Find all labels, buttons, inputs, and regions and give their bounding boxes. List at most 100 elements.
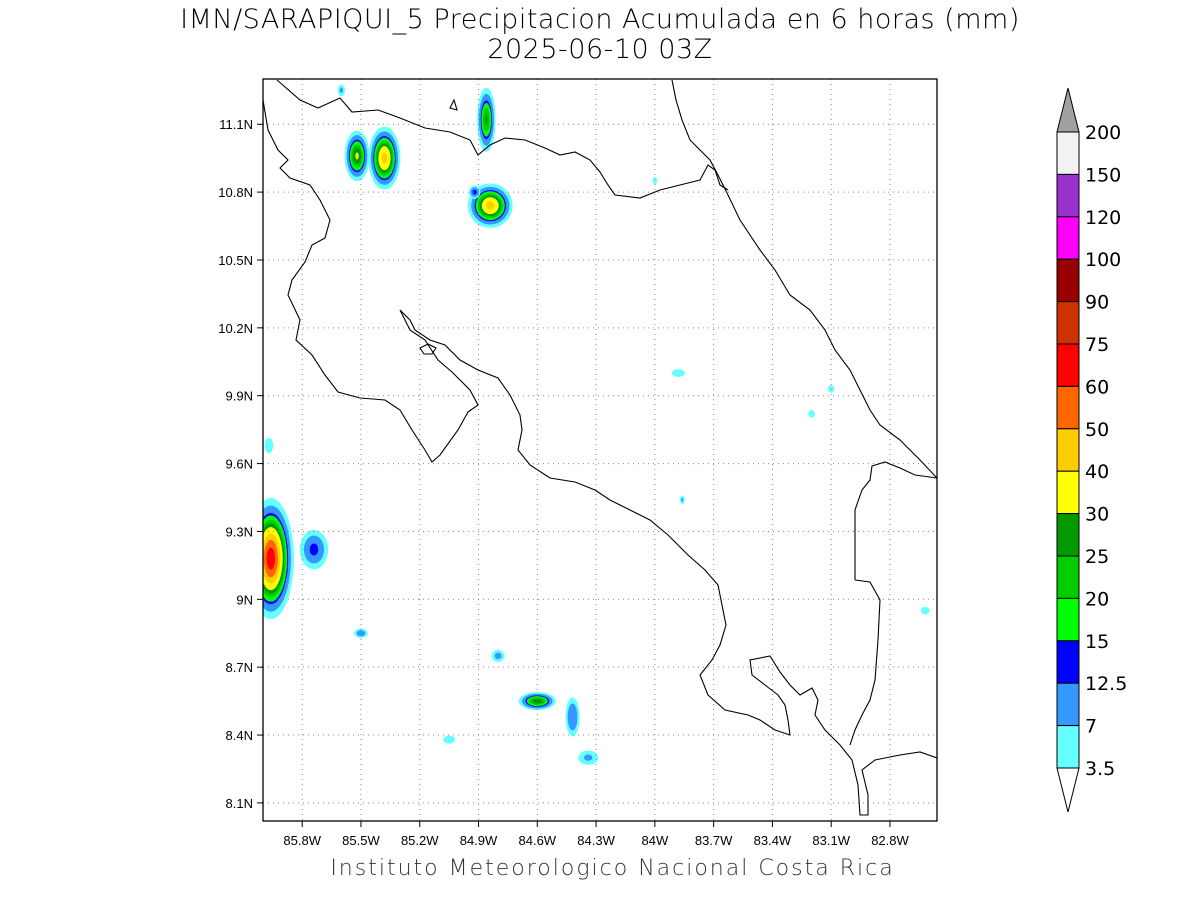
coastline-pacific [263,99,937,816]
lat-tick-label: 10.5N [218,253,253,268]
colorbar-level-label: 20 [1085,588,1109,610]
colorbar-level-label: 30 [1085,504,1109,526]
precip-cell [827,385,835,393]
precip-cell [652,176,658,185]
colorbar-swatch [1056,513,1080,557]
lon-tick-label: 83.4W [754,833,792,848]
colorbar-level-label: 40 [1085,461,1109,483]
precip-cell [671,369,685,377]
lat-tick-label: 8.7N [226,660,253,675]
precip-contour [356,630,366,637]
precip-cell [565,697,580,737]
lon-tick-label: 83.7W [695,833,733,848]
colorbar-lower-arrow [1056,767,1080,813]
precip-cell [263,498,294,620]
map-subtitle-date: 2025-06-10 03Z [487,34,713,65]
lat-tick-label: 9.9N [226,389,253,404]
colorbar-level-label: 50 [1085,419,1109,441]
lon-tick-label: 84.9W [460,833,498,848]
map-title: IMN/SARAPIQUI_5 Precipitacion Acumulada … [180,4,1020,35]
plot-frame [262,78,938,822]
colorbar-swatch [1056,216,1080,260]
coastline-north [276,79,729,199]
lon-tick-label: 85.5W [342,833,380,848]
precip-contour [920,606,930,615]
colorbar-legend: 200 150 120 100 90 75 60 50 40 30 25 20 15 12.5 7 3.5 [1056,87,1127,813]
colorbar-level-label: 75 [1085,334,1109,356]
precip-contour [472,189,477,195]
longitude-axis: 85.8W 85.5W 85.2W 84.9W 84.6W 84.3W 84W 83.7W 83… [283,821,909,848]
colorbar-swatch [1056,470,1080,515]
border-panama [854,461,937,580]
colorbar-level-label: 90 [1085,292,1109,314]
colorbar-level-label: 25 [1085,546,1109,568]
coast-osa [849,579,881,746]
precip-contour [808,410,815,418]
lon-tick-label: 84.3W [577,833,615,848]
lon-tick-label: 84W [641,833,668,848]
colorbar-swatch [1056,173,1080,218]
precipitation-layer [263,84,930,765]
precip-contour [671,369,685,377]
precip-contour [583,754,593,761]
colorbar-swatch [1056,258,1080,303]
precip-contour [339,87,343,93]
footer-credit: Instituto Meteorologico Nacional Costa R… [330,856,895,881]
lat-tick-label: 9.6N [226,457,253,472]
precip-cell [354,628,368,638]
precip-cell [679,495,685,505]
colorbar-swatch [1056,301,1080,345]
lon-tick-label: 84.6W [519,833,557,848]
lat-tick-label: 10.2N [218,321,253,336]
colorbar-level-label: 7 [1085,716,1097,738]
lat-tick-label: 9N [236,592,253,607]
precip-contour [567,703,578,731]
colorbar-level-label: 200 [1085,122,1121,144]
lat-tick-label: 8.4N [226,728,253,743]
lat-tick-label: 8.1N [226,796,253,811]
precip-cell [443,735,456,744]
lon-tick-label: 85.8W [283,833,321,848]
colorbar-swatch [1056,597,1080,642]
precip-cell [337,84,346,97]
island-north [449,98,458,111]
precip-cell [920,606,930,615]
colorbar-upper-arrow [1056,87,1080,133]
colorbar-swatch [1056,385,1080,430]
precip-contour [681,497,684,502]
colorbar-swatch [1056,343,1080,387]
colorbar-swatch [1056,640,1080,684]
latitude-axis: 11.1N 10.8N 10.5N 10.2N 9.9N 9.6N 9.3N 9N 8.7N 8.… [218,117,263,811]
colorbar-level-label: 12.5 [1085,673,1127,695]
precip-cell [578,750,599,765]
colorbar-level-label: 60 [1085,376,1109,398]
precip-contour [266,547,276,570]
precip-contour [652,176,658,185]
precip-contour [443,735,456,744]
colorbar-level-label: 15 [1085,631,1109,653]
precip-cell [468,185,481,199]
precip-contour [381,152,388,164]
precip-contour [532,698,543,704]
colorbar-level-label: 150 [1085,164,1121,186]
lat-tick-label: 11.1N [219,117,253,132]
precip-cell [344,130,370,182]
colorbar-swatch [1056,131,1080,175]
precip-contour [484,114,488,125]
precip-contour [264,437,274,454]
colorbar-swatch [1056,725,1080,769]
colorbar-level-label: 100 [1085,249,1121,271]
colorbar-swatch [1056,428,1080,472]
precip-contour [494,652,502,660]
precip-cell [518,692,556,711]
colorbar-level-label: 3.5 [1085,758,1115,780]
colorbar-level-label: 120 [1085,207,1121,229]
lon-tick-label: 82.8W [871,833,909,848]
coastline-layer [263,79,937,816]
precip-contour [486,201,495,210]
colorbar-swatch [1056,682,1080,727]
precip-cell [491,649,505,662]
lon-tick-label: 85.2W [401,833,439,848]
lon-tick-label: 83.1W [812,833,850,848]
